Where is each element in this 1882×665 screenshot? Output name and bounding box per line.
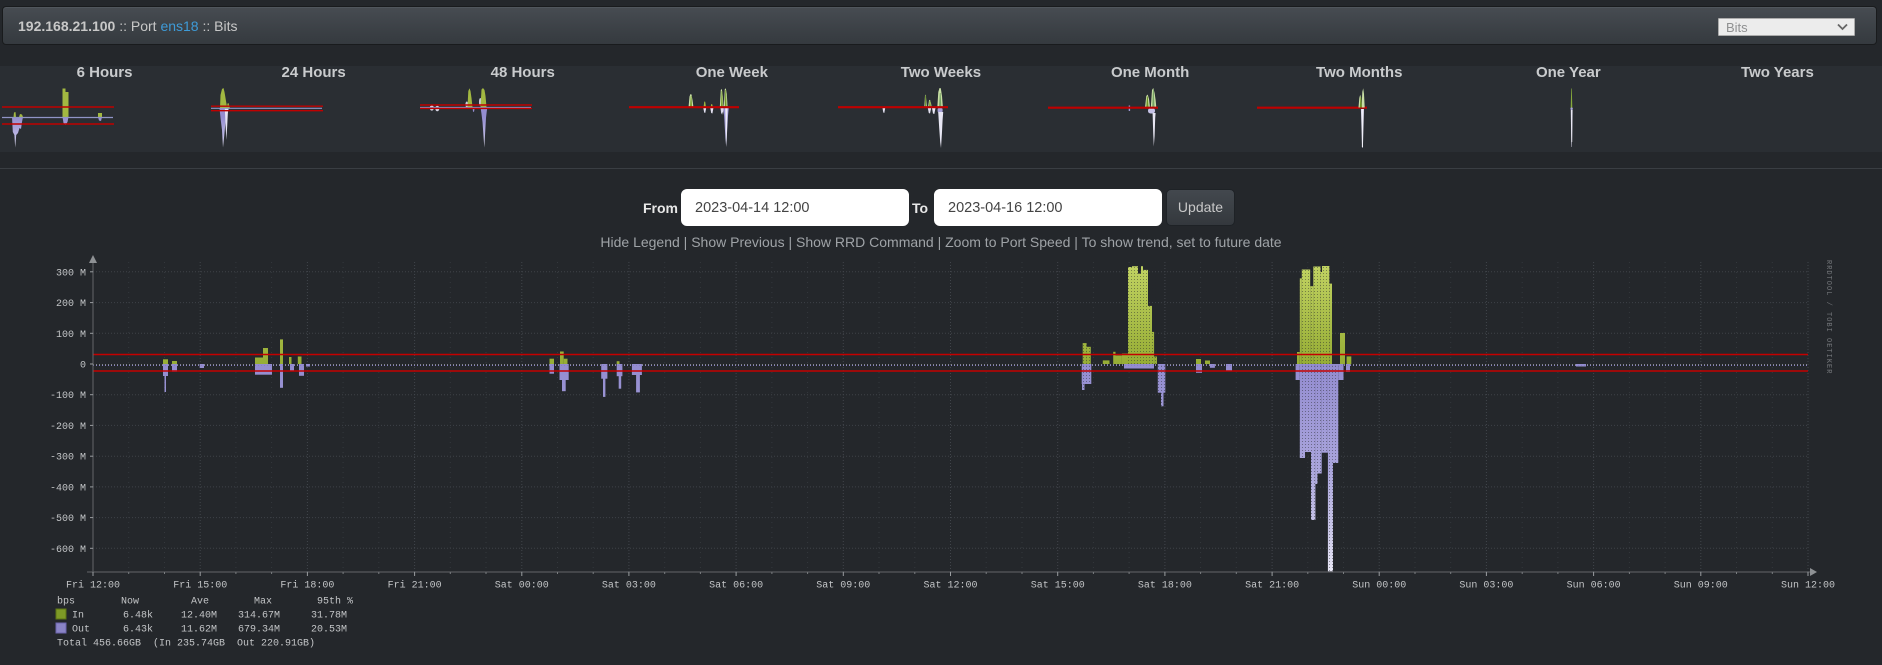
svg-text:-300 M: -300 M: [50, 453, 86, 464]
svg-text:Sun 09:00: Sun 09:00: [1674, 581, 1728, 592]
svg-text:Sat 18:00: Sat 18:00: [1138, 581, 1192, 592]
svg-text:12.40M: 12.40M: [181, 611, 217, 622]
svg-text:95th %: 95th %: [317, 596, 353, 608]
svg-text:314.67M: 314.67M: [238, 611, 280, 622]
svg-text:20.53M: 20.53M: [311, 625, 347, 636]
svg-text:Sat 03:00: Sat 03:00: [602, 581, 656, 592]
svg-text:Total 456.66GB (In 235.74GB: Total 456.66GB (In 235.74GB Out 220.91GB…: [57, 638, 315, 650]
svg-text:Now: Now: [121, 597, 139, 608]
svg-text:0: 0: [80, 361, 86, 372]
svg-text:Sun 00:00: Sun 00:00: [1352, 581, 1406, 592]
svg-text:-200 M: -200 M: [50, 422, 86, 433]
svg-text:Sat 21:00: Sat 21:00: [1245, 581, 1299, 592]
svg-text:6.48k: 6.48k: [123, 610, 153, 622]
svg-text:Out: Out: [72, 625, 90, 636]
svg-text:Sun 12:00: Sun 12:00: [1781, 581, 1835, 592]
svg-text:Sat 06:00: Sat 06:00: [709, 581, 763, 592]
svg-text:Fri 15:00: Fri 15:00: [173, 580, 227, 592]
svg-text:300 M: 300 M: [56, 268, 86, 279]
svg-text:bps: bps: [57, 596, 75, 608]
svg-text:6.43k: 6.43k: [123, 624, 153, 636]
svg-text:-600 M: -600 M: [50, 545, 86, 556]
svg-text:Sat 00:00: Sat 00:00: [495, 581, 549, 592]
svg-text:Sun 03:00: Sun 03:00: [1459, 581, 1513, 592]
svg-text:In: In: [72, 611, 84, 622]
svg-text:11.62M: 11.62M: [181, 625, 217, 636]
svg-text:Ave: Ave: [191, 597, 209, 608]
svg-text:100 M: 100 M: [56, 330, 86, 341]
svg-text:Fri 18:00: Fri 18:00: [280, 580, 334, 592]
svg-text:Sat 15:00: Sat 15:00: [1031, 581, 1085, 592]
svg-text:Fri 12:00: Fri 12:00: [66, 580, 120, 592]
svg-text:-500 M: -500 M: [50, 514, 86, 525]
svg-text:RRDTOOL / TOBI OETIKER: RRDTOOL / TOBI OETIKER: [1824, 260, 1832, 374]
svg-text:200 M: 200 M: [56, 299, 86, 310]
svg-text:Sun 06:00: Sun 06:00: [1567, 581, 1621, 592]
svg-text:Sat 09:00: Sat 09:00: [816, 581, 870, 592]
svg-text:Fri 21:00: Fri 21:00: [388, 580, 442, 592]
svg-text:31.78M: 31.78M: [311, 611, 347, 622]
svg-text:-100 M: -100 M: [50, 391, 86, 402]
svg-text:-400 M: -400 M: [50, 483, 86, 494]
svg-text:Max: Max: [254, 597, 272, 608]
svg-text:679.34M: 679.34M: [238, 625, 280, 636]
svg-text:Sat 12:00: Sat 12:00: [923, 581, 977, 592]
